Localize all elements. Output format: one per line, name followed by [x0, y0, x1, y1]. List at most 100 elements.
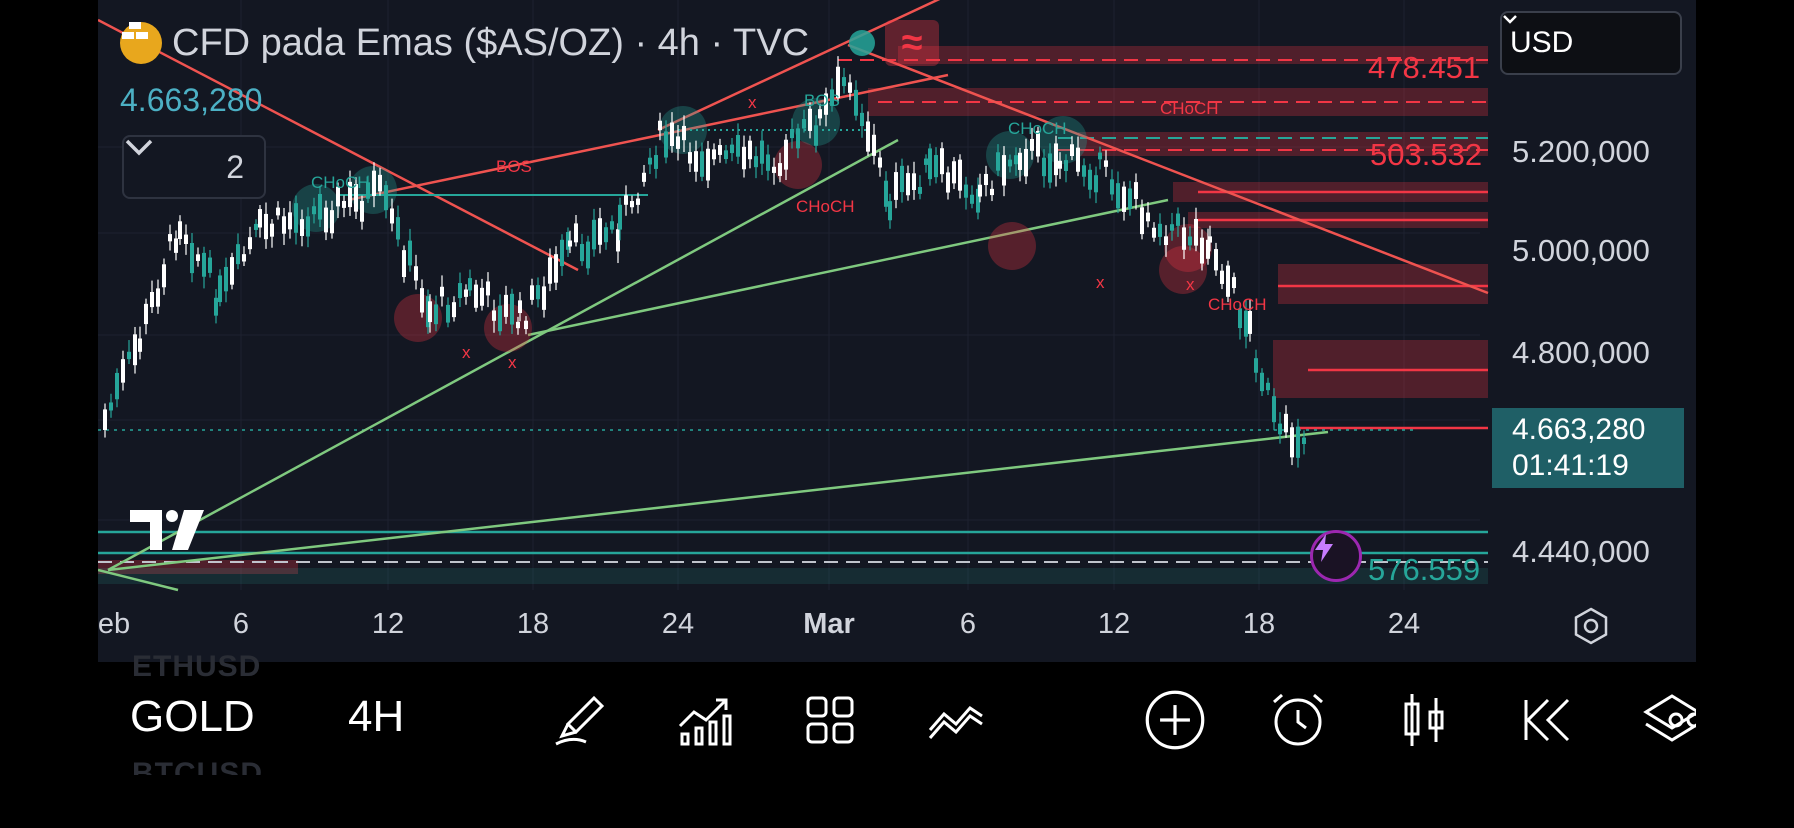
candle-body: [912, 173, 916, 190]
candle-body: [282, 216, 286, 234]
candle-body: [842, 77, 846, 87]
symbol-button[interactable]: GOLD: [130, 692, 255, 741]
candle-body: [1238, 308, 1242, 329]
candle-body: [1188, 236, 1192, 246]
candle-body: [878, 157, 882, 168]
wave-badge[interactable]: ≈: [885, 20, 940, 66]
candle-body: [1024, 148, 1028, 177]
supply-zone: [1078, 132, 1488, 156]
candle-body: [248, 237, 252, 250]
level-label: 478.451: [1368, 50, 1481, 85]
candle-body: [464, 289, 468, 297]
add-icon[interactable]: [1143, 688, 1207, 752]
candle-body: [978, 184, 982, 197]
bos-label: BOS: [496, 157, 532, 176]
candle-body: [730, 144, 734, 154]
candle-body: [712, 149, 716, 160]
chart-settings-icon[interactable]: [1571, 606, 1611, 646]
x-mark: x: [748, 93, 757, 112]
candle-body: [706, 148, 710, 181]
candle-body: [115, 372, 119, 400]
candle-body: [990, 188, 994, 196]
candle-body: [586, 241, 590, 269]
layers-icon[interactable]: [1642, 690, 1696, 750]
candle-body: [1206, 239, 1210, 259]
time-axis-label: 18: [516, 608, 550, 640]
candle-body: [144, 303, 148, 325]
brush-icon[interactable]: [550, 690, 610, 750]
candle-body: [1140, 207, 1144, 235]
candle-body: [824, 93, 828, 115]
candle-body: [554, 254, 558, 283]
candle-body: [1088, 169, 1092, 190]
indicators-icon[interactable]: [674, 690, 734, 750]
candle-body: [1042, 157, 1046, 177]
x-mark: x: [462, 343, 471, 362]
apps-grid-icon[interactable]: [800, 690, 860, 750]
trend-line: [98, 568, 179, 592]
candle-body: [964, 184, 968, 198]
indicators-count: 2: [226, 148, 244, 185]
candle-body: [996, 152, 1000, 171]
candle-body: [836, 66, 840, 99]
interval-button[interactable]: 4H: [348, 692, 405, 741]
candle-body: [1302, 437, 1306, 445]
candle-body: [1176, 213, 1180, 226]
currency-select[interactable]: USD: [1500, 11, 1682, 75]
candle-body: [766, 154, 770, 171]
strategy-icon[interactable]: [926, 690, 986, 750]
candle-body: [860, 112, 864, 127]
candle-body: [1008, 159, 1012, 167]
candle-body: [408, 240, 412, 266]
candle-body: [754, 156, 758, 168]
candle-body: [724, 150, 728, 160]
choch-label: CHoCH: [1208, 295, 1267, 314]
candle-body: [168, 234, 172, 242]
candle-body: [214, 297, 218, 316]
candle-body: [330, 210, 334, 234]
candle-body: [970, 194, 974, 204]
lightning-icon[interactable]: [1310, 530, 1362, 582]
candle-body: [560, 239, 564, 267]
candle-body: [928, 148, 932, 180]
candle-body: [536, 285, 540, 300]
replay-icon[interactable]: [1518, 690, 1578, 750]
candle-body: [700, 151, 704, 177]
candle-body: [664, 131, 668, 158]
candle-body: [342, 200, 346, 208]
candle-body: [958, 159, 962, 191]
candle-body: [518, 300, 522, 314]
time-axis-label: Mar: [803, 608, 855, 640]
symbol-legend[interactable]: CFD pada Emas ($AS/OZ) · 4h · TVC ≈: [120, 20, 940, 66]
candle-body: [1194, 218, 1198, 246]
x-mark: x: [508, 353, 517, 372]
market-status-dot[interactable]: [849, 30, 876, 56]
candle-body: [1110, 179, 1114, 195]
candle-body: [624, 195, 628, 205]
bos-label: BOS: [804, 91, 840, 110]
candle-body: [224, 266, 228, 292]
candle-body: [1284, 413, 1288, 433]
candle-body: [1094, 175, 1098, 193]
candles-icon[interactable]: [1394, 690, 1454, 750]
choch-label: CHoCH: [1008, 119, 1067, 138]
alarm-icon[interactable]: [1268, 690, 1328, 750]
trend-line: [847, 43, 1489, 295]
candle-body: [1058, 160, 1062, 169]
candle-body: [884, 180, 888, 207]
current-price: 4.663,280: [1512, 413, 1646, 446]
candle-body: [378, 174, 382, 192]
candle-body: [1104, 160, 1108, 167]
more-icon[interactable]: [1664, 690, 1696, 750]
price-chart[interactable]: CHoCH CHoCH CHoCH CHoCH CHoCH BOS BOS x x x x x CFD…: [98, 0, 1696, 662]
candle-body: [642, 172, 646, 182]
ghost-symbol-below: BTCUSD: [132, 757, 263, 775]
chart-canvas[interactable]: CHoCH CHoCH CHoCH CHoCH CHoCH BOS BOS x x x x x: [98, 0, 1696, 662]
time-axis-label: 12: [1097, 608, 1131, 640]
indicators-collapse-button[interactable]: 2: [122, 135, 266, 199]
candle-body: [784, 139, 788, 170]
candle-body: [452, 302, 456, 318]
candle-body: [694, 151, 698, 172]
candle-body: [524, 320, 528, 330]
candle-body: [1116, 183, 1120, 209]
